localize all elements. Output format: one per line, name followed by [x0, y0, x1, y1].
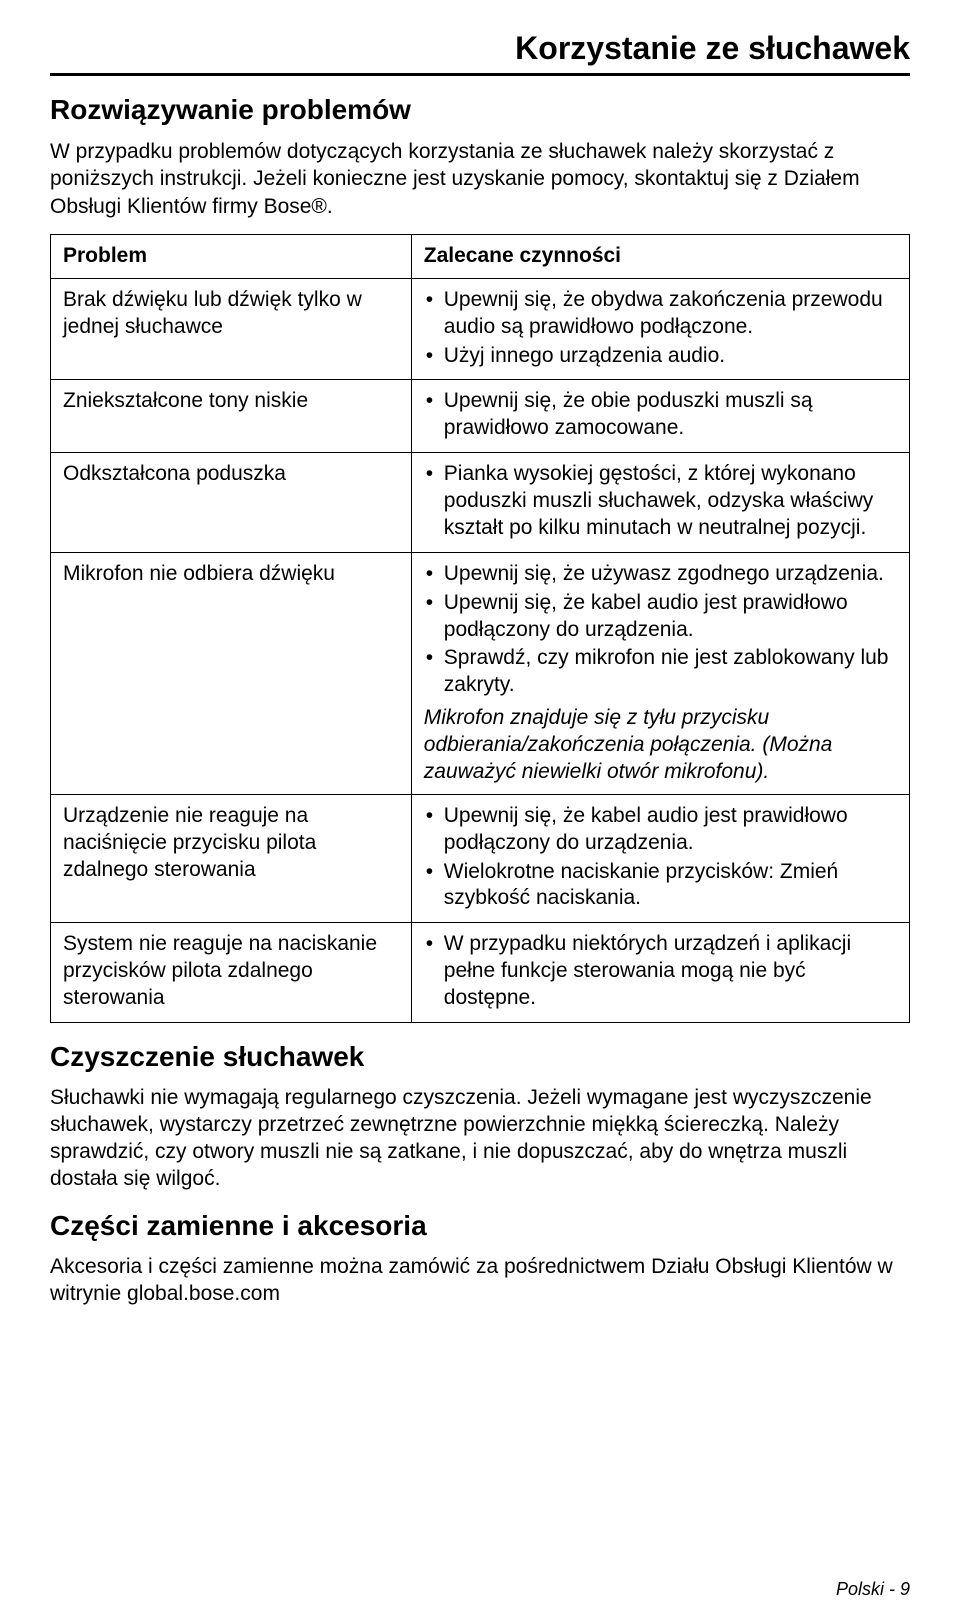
problem-cell: Mikrofon nie odbiera dźwięku [51, 552, 412, 794]
cleaning-text: Słuchawki nie wymagają regularnego czysz… [50, 1085, 910, 1193]
action-bullet: Upewnij się, że kabel audio jest prawidł… [424, 803, 897, 857]
page-header-title: Korzystanie ze słuchawek [50, 30, 910, 67]
table-row: Odkształcona poduszka Pianka wysokiej gę… [51, 453, 910, 553]
col-header-action: Zalecane czynności [411, 234, 909, 278]
action-bullet: Sprawdź, czy mikrofon nie jest zablokowa… [424, 645, 897, 699]
table-row: Brak dźwięku lub dźwięk tylko w jednej s… [51, 278, 910, 380]
action-bullet: Upewnij się, że kabel audio jest prawidł… [424, 590, 897, 644]
action-bullet: Wielokrotne naciskanie przycisków: Zmień… [424, 859, 897, 913]
action-cell: Upewnij się, że obie poduszki muszli są … [411, 380, 909, 453]
action-cell: Upewnij się, że kabel audio jest prawidł… [411, 794, 909, 923]
action-bullet: Pianka wysokiej gęstości, z której wykon… [424, 461, 897, 542]
page-footer: Polski - 9 [836, 1579, 910, 1600]
problem-cell: Zniekształcone tony niskie [51, 380, 412, 453]
cleaning-heading: Czyszczenie słuchawek [50, 1041, 910, 1073]
action-cell: Upewnij się, że obydwa zakończenia przew… [411, 278, 909, 380]
troubleshoot-heading: Rozwiązywanie problemów [50, 94, 910, 126]
action-bullet: Upewnij się, że używasz zgodnego urządze… [424, 561, 897, 588]
header-divider [50, 73, 910, 76]
table-header-row: Problem Zalecane czynności [51, 234, 910, 278]
troubleshoot-intro: W przypadku problemów dotyczących korzys… [50, 138, 910, 220]
action-bullet: W przypadku niektórych urządzeń i aplika… [424, 931, 897, 1012]
problem-cell: Urządzenie nie reaguje na naciśnięcie pr… [51, 794, 412, 923]
action-note: Mikrofon znajduje się z tyłu przycisku o… [424, 705, 897, 786]
parts-heading: Części zamienne i akcesoria [50, 1210, 910, 1242]
col-header-problem: Problem [51, 234, 412, 278]
action-cell: Pianka wysokiej gęstości, z której wykon… [411, 453, 909, 553]
action-cell: Upewnij się, że używasz zgodnego urządze… [411, 552, 909, 794]
problem-cell: System nie reaguje na naciskanie przycis… [51, 923, 412, 1023]
action-bullet: Użyj innego urządzenia audio. [424, 343, 897, 370]
action-bullet: Upewnij się, że obie poduszki muszli są … [424, 388, 897, 442]
table-row: System nie reaguje na naciskanie przycis… [51, 923, 910, 1023]
table-row: Zniekształcone tony niskie Upewnij się, … [51, 380, 910, 453]
problem-cell: Odkształcona poduszka [51, 453, 412, 553]
action-cell: W przypadku niektórych urządzeń i aplika… [411, 923, 909, 1023]
parts-text: Akcesoria i części zamienne można zamówi… [50, 1254, 910, 1308]
table-row: Urządzenie nie reaguje na naciśnięcie pr… [51, 794, 910, 923]
table-row: Mikrofon nie odbiera dźwięku Upewnij się… [51, 552, 910, 794]
troubleshoot-table: Problem Zalecane czynności Brak dźwięku … [50, 234, 910, 1023]
action-bullet: Upewnij się, że obydwa zakończenia przew… [424, 287, 897, 341]
problem-cell: Brak dźwięku lub dźwięk tylko w jednej s… [51, 278, 412, 380]
